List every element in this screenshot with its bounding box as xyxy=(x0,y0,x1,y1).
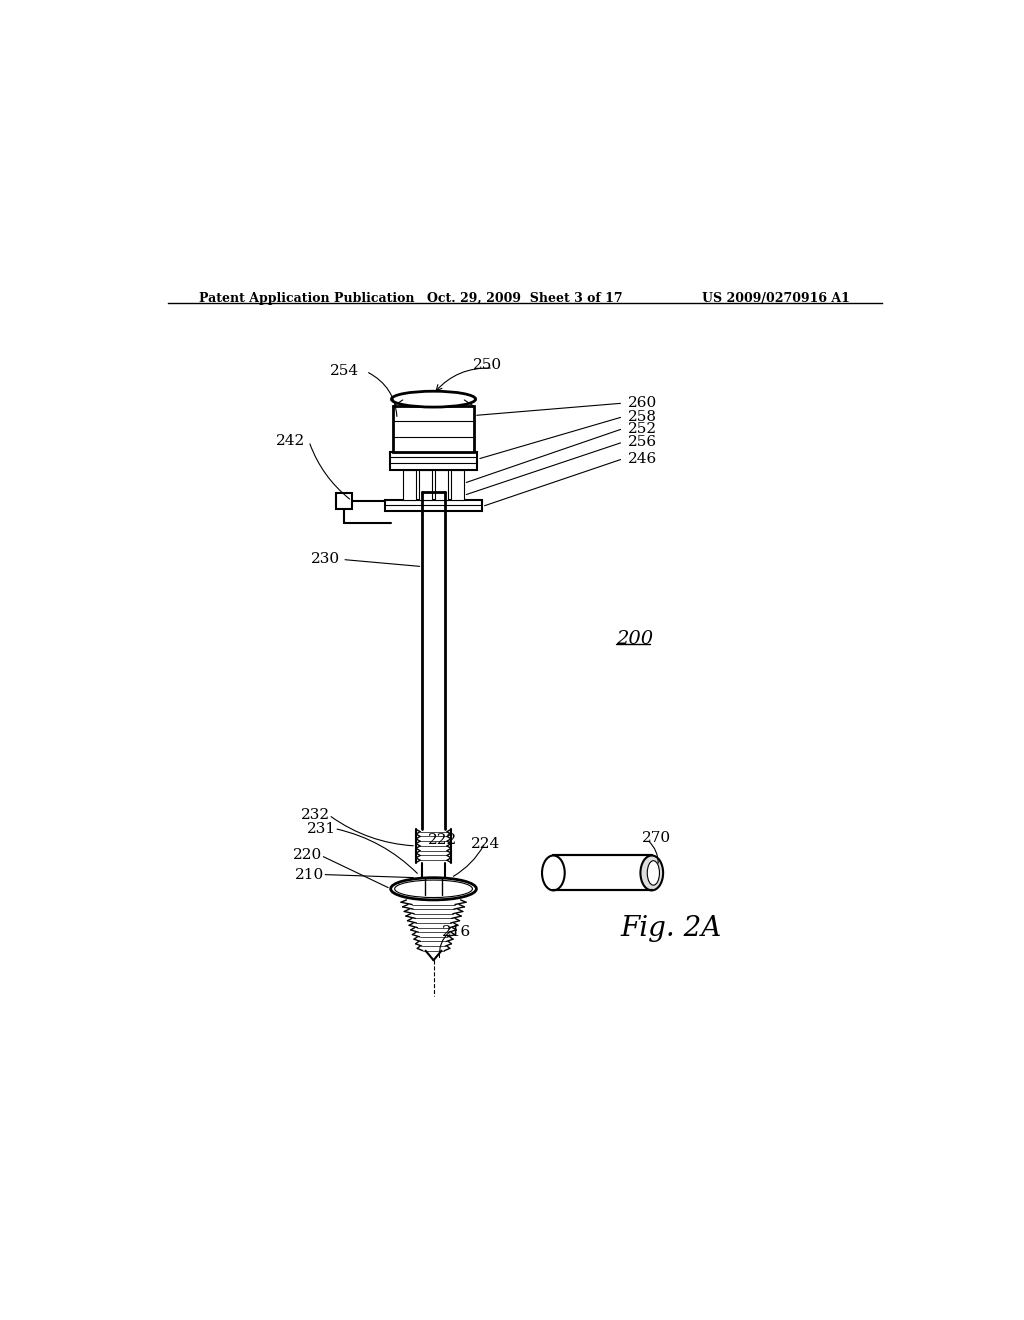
Text: 216: 216 xyxy=(442,925,471,940)
Text: 246: 246 xyxy=(628,451,657,466)
Text: 222: 222 xyxy=(428,833,458,846)
Text: 270: 270 xyxy=(642,832,672,845)
Text: 254: 254 xyxy=(331,363,359,378)
Text: Oct. 29, 2009  Sheet 3 of 17: Oct. 29, 2009 Sheet 3 of 17 xyxy=(427,292,623,305)
FancyBboxPatch shape xyxy=(390,453,477,470)
Text: Patent Application Publication: Patent Application Publication xyxy=(200,292,415,305)
Ellipse shape xyxy=(542,855,564,891)
Text: 250: 250 xyxy=(473,358,503,372)
Text: 258: 258 xyxy=(628,409,657,424)
Text: 230: 230 xyxy=(310,553,340,566)
FancyBboxPatch shape xyxy=(435,470,447,500)
Text: 256: 256 xyxy=(628,436,657,449)
FancyBboxPatch shape xyxy=(451,470,464,500)
Text: 252: 252 xyxy=(628,421,657,436)
Text: 232: 232 xyxy=(301,808,330,822)
Ellipse shape xyxy=(391,391,475,407)
Ellipse shape xyxy=(394,880,472,898)
Text: 242: 242 xyxy=(275,434,305,449)
Bar xyxy=(553,855,651,890)
FancyBboxPatch shape xyxy=(336,492,352,508)
FancyBboxPatch shape xyxy=(385,500,482,511)
Text: US 2009/0270916 A1: US 2009/0270916 A1 xyxy=(702,292,850,305)
Ellipse shape xyxy=(647,861,659,886)
Ellipse shape xyxy=(391,878,476,900)
FancyBboxPatch shape xyxy=(419,470,432,500)
Text: 224: 224 xyxy=(471,837,500,851)
FancyBboxPatch shape xyxy=(403,470,416,500)
Text: 200: 200 xyxy=(616,630,653,648)
Text: 210: 210 xyxy=(295,867,324,882)
Text: 220: 220 xyxy=(293,849,323,862)
Text: Fig. 2A: Fig. 2A xyxy=(620,915,721,942)
FancyBboxPatch shape xyxy=(393,407,474,453)
Text: 231: 231 xyxy=(306,822,336,837)
Text: 260: 260 xyxy=(628,396,657,411)
Ellipse shape xyxy=(640,855,664,891)
